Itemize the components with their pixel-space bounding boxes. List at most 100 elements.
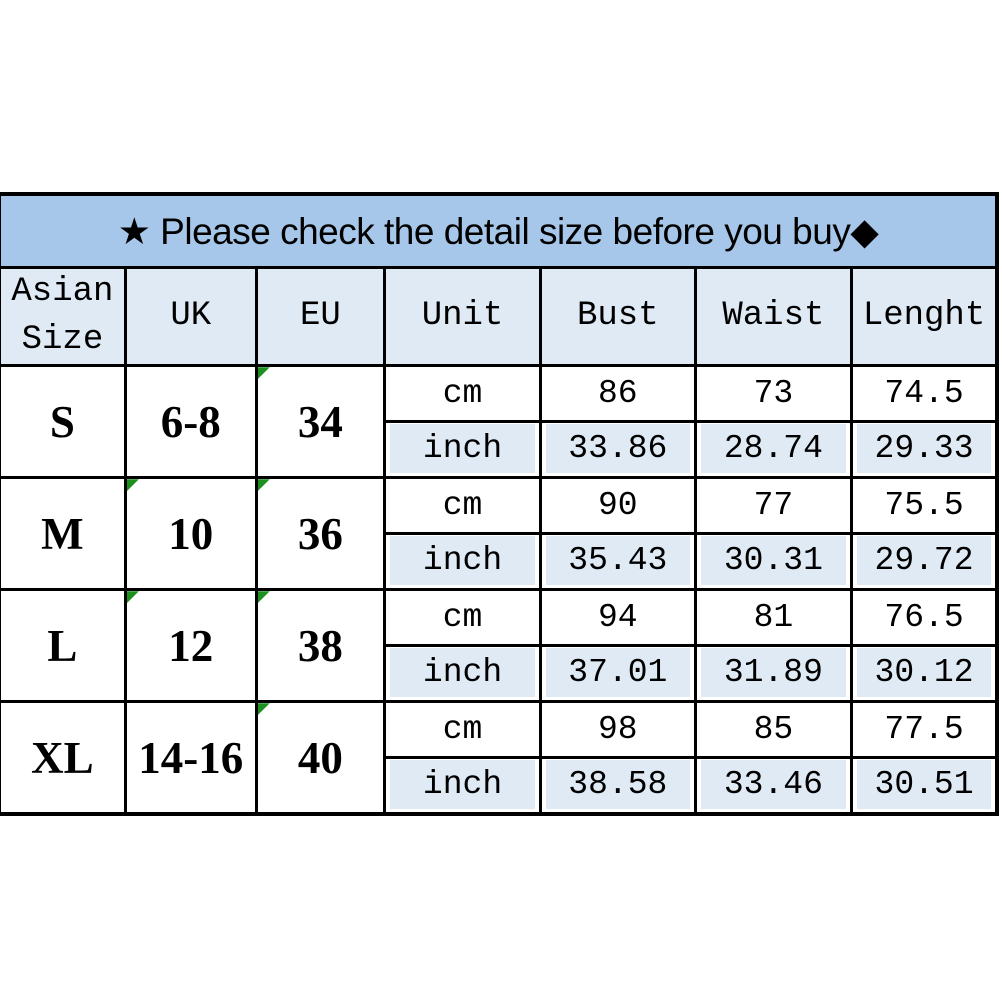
eu-value: 36 bbox=[297, 508, 343, 559]
inch-cell-fill: inch bbox=[390, 648, 535, 698]
inch-cell-fill: 37.01 bbox=[545, 648, 690, 698]
cell-corner-marker-icon bbox=[259, 592, 270, 604]
size-value: M bbox=[41, 508, 84, 559]
unit-inch-text: inch bbox=[422, 542, 503, 580]
inch-cell-fill: 33.46 bbox=[700, 760, 847, 810]
bust-cm-cell: 86 bbox=[538, 364, 697, 424]
banner-row: ★ Please check the detail size before yo… bbox=[0, 192, 999, 269]
bust-cm-cell: 90 bbox=[538, 476, 697, 536]
length-cm-cell: 77.5 bbox=[850, 700, 999, 760]
length-cm-cell: 76.5 bbox=[850, 588, 999, 648]
inch-cell-fill: inch bbox=[390, 536, 535, 586]
length-inch-cell: 30.12 bbox=[850, 644, 999, 704]
length-inch-value: 29.72 bbox=[874, 542, 974, 580]
header-row: Asian Size UK EU Unit Bust Waist Lenght bbox=[0, 265, 999, 368]
length-cm-value: 74.5 bbox=[884, 375, 964, 413]
length-cm-value: 76.5 bbox=[884, 599, 964, 637]
col-header-asian-size: Asian Size bbox=[0, 265, 127, 368]
unit-cm-text: cm bbox=[442, 375, 483, 413]
table-row-s-cm: S 6-8 34 cm 86 73 74.5 bbox=[0, 364, 999, 480]
waist-cm-value: 81 bbox=[753, 599, 794, 637]
col-header-uk: UK bbox=[123, 265, 258, 368]
size-value: L bbox=[47, 620, 78, 671]
eu-cell: 40 bbox=[254, 700, 387, 816]
bust-cm-value: 98 bbox=[597, 711, 638, 749]
unit-cm-text: cm bbox=[442, 487, 483, 525]
uk-cell: 12 bbox=[123, 588, 258, 704]
inch-cell-fill: 38.58 bbox=[545, 760, 690, 810]
waist-inch-cell: 33.46 bbox=[693, 756, 854, 816]
size-cell: XL bbox=[0, 700, 127, 816]
col-header-eu: EU bbox=[254, 265, 387, 368]
cell-corner-marker-icon bbox=[128, 480, 139, 492]
unit-cm-text: cm bbox=[442, 599, 483, 637]
table-row-s-inch: inch 33.86 28.74 29.33 bbox=[0, 420, 999, 480]
table-row-l-cm: L 12 38 cm 94 81 76.5 bbox=[0, 588, 999, 704]
eu-cell: 34 bbox=[254, 364, 387, 480]
waist-inch-cell: 30.31 bbox=[693, 532, 854, 592]
waist-inch-value: 33.46 bbox=[723, 766, 823, 804]
unit-label-inch: inch bbox=[383, 756, 542, 816]
eu-value: 34 bbox=[297, 396, 343, 447]
inch-cell-fill: 30.12 bbox=[857, 648, 991, 698]
unit-label-inch: inch bbox=[383, 644, 542, 704]
col-header-bust: Bust bbox=[538, 265, 697, 368]
bust-inch-value: 35.43 bbox=[568, 542, 668, 580]
size-cell: L bbox=[0, 588, 127, 704]
length-inch-cell: 29.33 bbox=[850, 420, 999, 480]
size-value: XL bbox=[31, 732, 94, 783]
eu-cell: 38 bbox=[254, 588, 387, 704]
waist-inch-value: 28.74 bbox=[723, 430, 823, 468]
waist-inch-value: 30.31 bbox=[723, 542, 823, 580]
size-cell: M bbox=[0, 476, 127, 592]
inch-cell-fill: 35.43 bbox=[545, 536, 690, 586]
uk-value: 10 bbox=[168, 508, 214, 559]
col-header-unit: Unit bbox=[383, 265, 542, 368]
table-row-m-inch: inch 35.43 30.31 29.72 bbox=[0, 532, 999, 592]
inch-cell-fill: inch bbox=[390, 760, 535, 810]
table-row-m-cm: M 10 36 cm 90 77 75.5 bbox=[0, 476, 999, 592]
unit-label-cm: cm bbox=[383, 700, 542, 760]
uk-cell: 6-8 bbox=[123, 364, 258, 480]
size-cell: S bbox=[0, 364, 127, 480]
table-row-xl-inch: inch 38.58 33.46 30.51 bbox=[0, 756, 999, 816]
banner-text: ★ Please check the detail size before yo… bbox=[117, 210, 879, 252]
unit-label-inch: inch bbox=[383, 420, 542, 480]
uk-value: 12 bbox=[168, 620, 214, 671]
inch-cell-fill: 29.33 bbox=[857, 424, 991, 474]
length-cm-cell: 75.5 bbox=[850, 476, 999, 536]
length-cm-value: 75.5 bbox=[884, 487, 964, 525]
bust-inch-cell: 38.58 bbox=[538, 756, 697, 816]
waist-cm-cell: 73 bbox=[693, 364, 854, 424]
inch-cell-fill: 29.72 bbox=[857, 536, 991, 586]
waist-inch-value: 31.89 bbox=[723, 654, 823, 692]
bust-inch-value: 38.58 bbox=[568, 766, 668, 804]
waist-cm-cell: 81 bbox=[693, 588, 854, 648]
inch-cell-fill: 30.51 bbox=[857, 760, 991, 810]
cell-corner-marker-icon bbox=[259, 480, 270, 492]
bust-cm-cell: 98 bbox=[538, 700, 697, 760]
waist-cm-cell: 77 bbox=[693, 476, 854, 536]
size-value: S bbox=[49, 396, 75, 447]
uk-cell: 10 bbox=[123, 476, 258, 592]
eu-cell: 36 bbox=[254, 476, 387, 592]
inch-cell-fill: inch bbox=[390, 424, 535, 474]
length-cm-cell: 74.5 bbox=[850, 364, 999, 424]
bust-inch-cell: 37.01 bbox=[538, 644, 697, 704]
length-inch-cell: 30.51 bbox=[850, 756, 999, 816]
bust-cm-value: 90 bbox=[597, 487, 638, 525]
waist-cm-value: 77 bbox=[753, 487, 794, 525]
uk-cell: 14-16 bbox=[123, 700, 258, 816]
inch-cell-fill: 28.74 bbox=[700, 424, 847, 474]
size-chart-table: ★ Please check the detail size before yo… bbox=[0, 192, 999, 817]
table-row-l-inch: inch 37.01 31.89 30.12 bbox=[0, 644, 999, 704]
table-row-xl-cm: XL 14-16 40 cm 98 85 77.5 bbox=[0, 700, 999, 816]
length-cm-value: 77.5 bbox=[884, 711, 964, 749]
bust-cm-value: 86 bbox=[597, 375, 638, 413]
eu-value: 40 bbox=[297, 732, 343, 783]
banner-cell: ★ Please check the detail size before yo… bbox=[0, 192, 999, 269]
inch-cell-fill: 33.86 bbox=[545, 424, 690, 474]
bust-inch-cell: 35.43 bbox=[538, 532, 697, 592]
length-inch-cell: 29.72 bbox=[850, 532, 999, 592]
